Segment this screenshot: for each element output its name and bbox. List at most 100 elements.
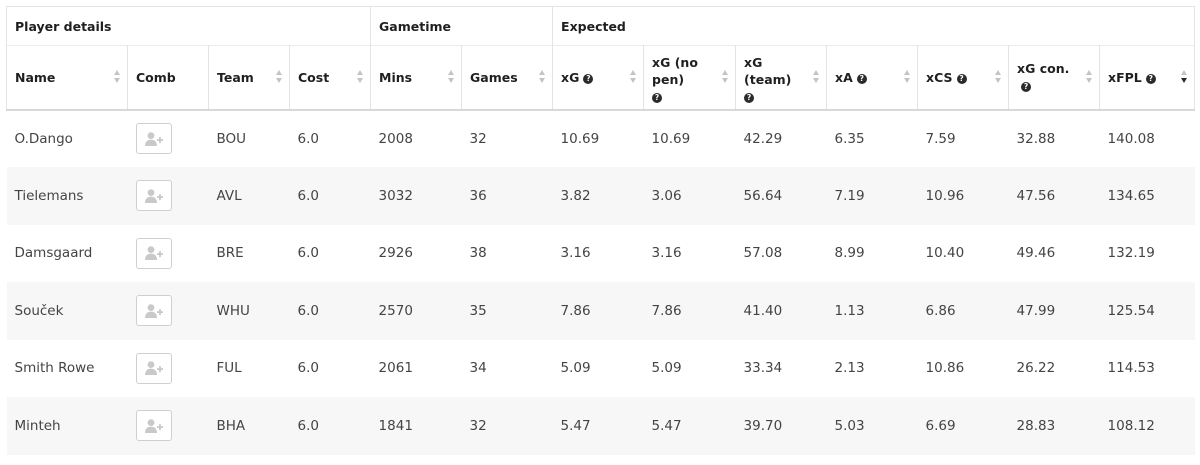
add-user-icon <box>144 246 163 261</box>
games-cell: 34 <box>469 360 487 377</box>
sort-arrows-icon[interactable] <box>904 69 911 85</box>
xfpl-cell: 132.19 <box>1107 245 1155 262</box>
col-header-label: Name <box>15 69 56 85</box>
cost-cell: 6.0 <box>289 397 371 455</box>
table-row: O.Dango BOU 6.0 2008 32 10.69 10.69 42.2… <box>7 110 1195 168</box>
xg-cell: 5.09 <box>560 360 591 377</box>
sort-arrows-icon[interactable] <box>630 69 637 85</box>
xcs-cell: 7.59 <box>925 130 956 147</box>
comb-cell <box>128 110 209 168</box>
col-header-xg[interactable]: xG? <box>552 45 645 111</box>
col-header-label: Games <box>470 69 518 85</box>
xg-no-pen-cell: 3.16 <box>651 245 682 262</box>
add-user-icon <box>144 303 163 318</box>
xg-cell: 3.16 <box>560 245 591 262</box>
xfpl-cell: 108.12 <box>1099 397 1195 455</box>
xg-con-cell: 49.46 <box>1016 245 1056 262</box>
sort-arrows-icon[interactable] <box>722 69 729 85</box>
sort-arrows-icon[interactable] <box>995 69 1002 85</box>
sort-arrows-icon[interactable] <box>276 69 283 85</box>
games-cell: 32 <box>461 397 553 455</box>
mins-cell: 2926 <box>378 245 413 262</box>
comb-cell <box>127 167 209 225</box>
xg-team-cell: 57.08 <box>743 245 783 262</box>
sort-desc-arrows-icon[interactable] <box>1181 69 1188 85</box>
add-to-comb-button[interactable] <box>135 180 172 212</box>
col-header-mins[interactable]: Mins <box>370 45 463 111</box>
col-header-xfpl[interactable]: xFPL? <box>1099 45 1196 111</box>
xg-no-pen-cell: 5.09 <box>651 360 682 377</box>
col-header-xcs[interactable]: xCS? <box>917 45 1010 111</box>
sort-arrows-icon[interactable] <box>539 69 546 85</box>
xa-cell: 7.19 <box>826 167 918 225</box>
col-header-games[interactable]: Games <box>461 45 554 111</box>
question-circle-icon[interactable]: ? <box>744 93 755 103</box>
add-to-comb-button[interactable] <box>135 237 172 269</box>
xfpl-cell: 114.53 <box>1107 360 1155 377</box>
column-header-row: Name Comb Team Cost Mins Games xG? xG (n… <box>6 45 1196 111</box>
table-row: Minteh BHA 6.0 1841 32 5.47 5.47 39.70 5… <box>6 397 1195 455</box>
sort-arrows-icon[interactable] <box>357 69 364 85</box>
question-circle-icon[interactable]: ? <box>1145 73 1156 84</box>
col-header-xg-team[interactable]: xG (team)? <box>735 45 828 111</box>
xa-cell: 1.13 <box>826 282 918 340</box>
col-header-xg-no-pen[interactable]: xG (no pen)? <box>643 45 737 111</box>
sort-arrows-icon[interactable] <box>1086 69 1093 85</box>
xg-no-pen-cell: 3.06 <box>643 167 736 225</box>
col-header-label: Cost <box>298 69 330 85</box>
question-circle-icon[interactable]: ? <box>856 73 867 84</box>
sort-arrows-icon[interactable] <box>448 69 455 85</box>
add-to-comb-button[interactable] <box>135 410 172 442</box>
add-to-comb-button[interactable] <box>135 352 172 384</box>
question-circle-icon[interactable]: ? <box>1021 82 1032 93</box>
table-row: Smith Rowe FUL 6.0 2061 34 5.09 5.09 33.… <box>7 340 1195 398</box>
cost-cell: 6.0 <box>297 245 319 262</box>
xcs-cell: 10.86 <box>925 360 965 377</box>
sort-arrows-icon[interactable] <box>114 69 121 85</box>
xg-team-cell: 41.40 <box>735 282 827 340</box>
col-header-cost[interactable]: Cost <box>288 45 372 111</box>
group-gametime: Gametime <box>370 6 554 46</box>
player-name: O.Dango <box>14 130 73 147</box>
xfpl-cell: 134.65 <box>1099 167 1195 225</box>
player-name: Souček <box>6 282 128 340</box>
col-header-team[interactable]: Team <box>208 45 290 111</box>
add-user-icon <box>144 188 163 203</box>
team-cell: WHU <box>208 282 290 340</box>
xg-con-cell: 47.56 <box>1008 167 1100 225</box>
xfpl-cell: 140.08 <box>1107 130 1155 147</box>
add-user-icon <box>144 418 163 433</box>
col-header-label: Comb <box>136 69 176 85</box>
xg-con-cell: 26.22 <box>1016 360 1056 377</box>
table-row: Tielemans AVL 6.0 3032 36 3.82 3.06 56.6… <box>6 167 1195 225</box>
add-to-comb-button[interactable] <box>135 123 172 155</box>
question-circle-icon[interactable]: ? <box>956 73 967 84</box>
question-circle-icon[interactable]: ? <box>652 93 663 103</box>
xg-team-cell: 39.70 <box>735 397 827 455</box>
xg-no-pen-cell: 5.47 <box>643 397 736 455</box>
question-circle-icon[interactable]: ? <box>583 73 594 84</box>
xg-cell: 7.86 <box>552 282 644 340</box>
comb-cell <box>127 397 209 455</box>
xg-no-pen-cell: 10.69 <box>651 130 691 147</box>
xcs-cell: 10.40 <box>925 245 965 262</box>
group-expected: Expected <box>552 6 1196 46</box>
col-header-xg-con[interactable]: xG con.? <box>1008 45 1101 111</box>
comb-cell <box>128 340 209 398</box>
add-to-comb-button[interactable] <box>135 295 172 327</box>
add-user-icon <box>144 361 163 376</box>
col-header-name[interactable]: Name <box>6 45 128 111</box>
player-name: Tielemans <box>6 167 128 225</box>
cost-cell: 6.0 <box>297 360 319 377</box>
games-cell: 32 <box>469 130 487 147</box>
xa-cell: 6.35 <box>834 130 865 147</box>
cost-cell: 6.0 <box>289 167 371 225</box>
player-name: Smith Rowe <box>14 360 95 377</box>
col-header-xa[interactable]: xA? <box>826 45 919 111</box>
sort-arrows-icon[interactable] <box>813 69 820 85</box>
xg-team-cell: 42.29 <box>743 130 783 147</box>
col-header-label: xG con. <box>1017 61 1070 77</box>
games-cell: 38 <box>469 245 487 262</box>
xa-cell: 8.99 <box>834 245 865 262</box>
player-name: Minteh <box>6 397 128 455</box>
